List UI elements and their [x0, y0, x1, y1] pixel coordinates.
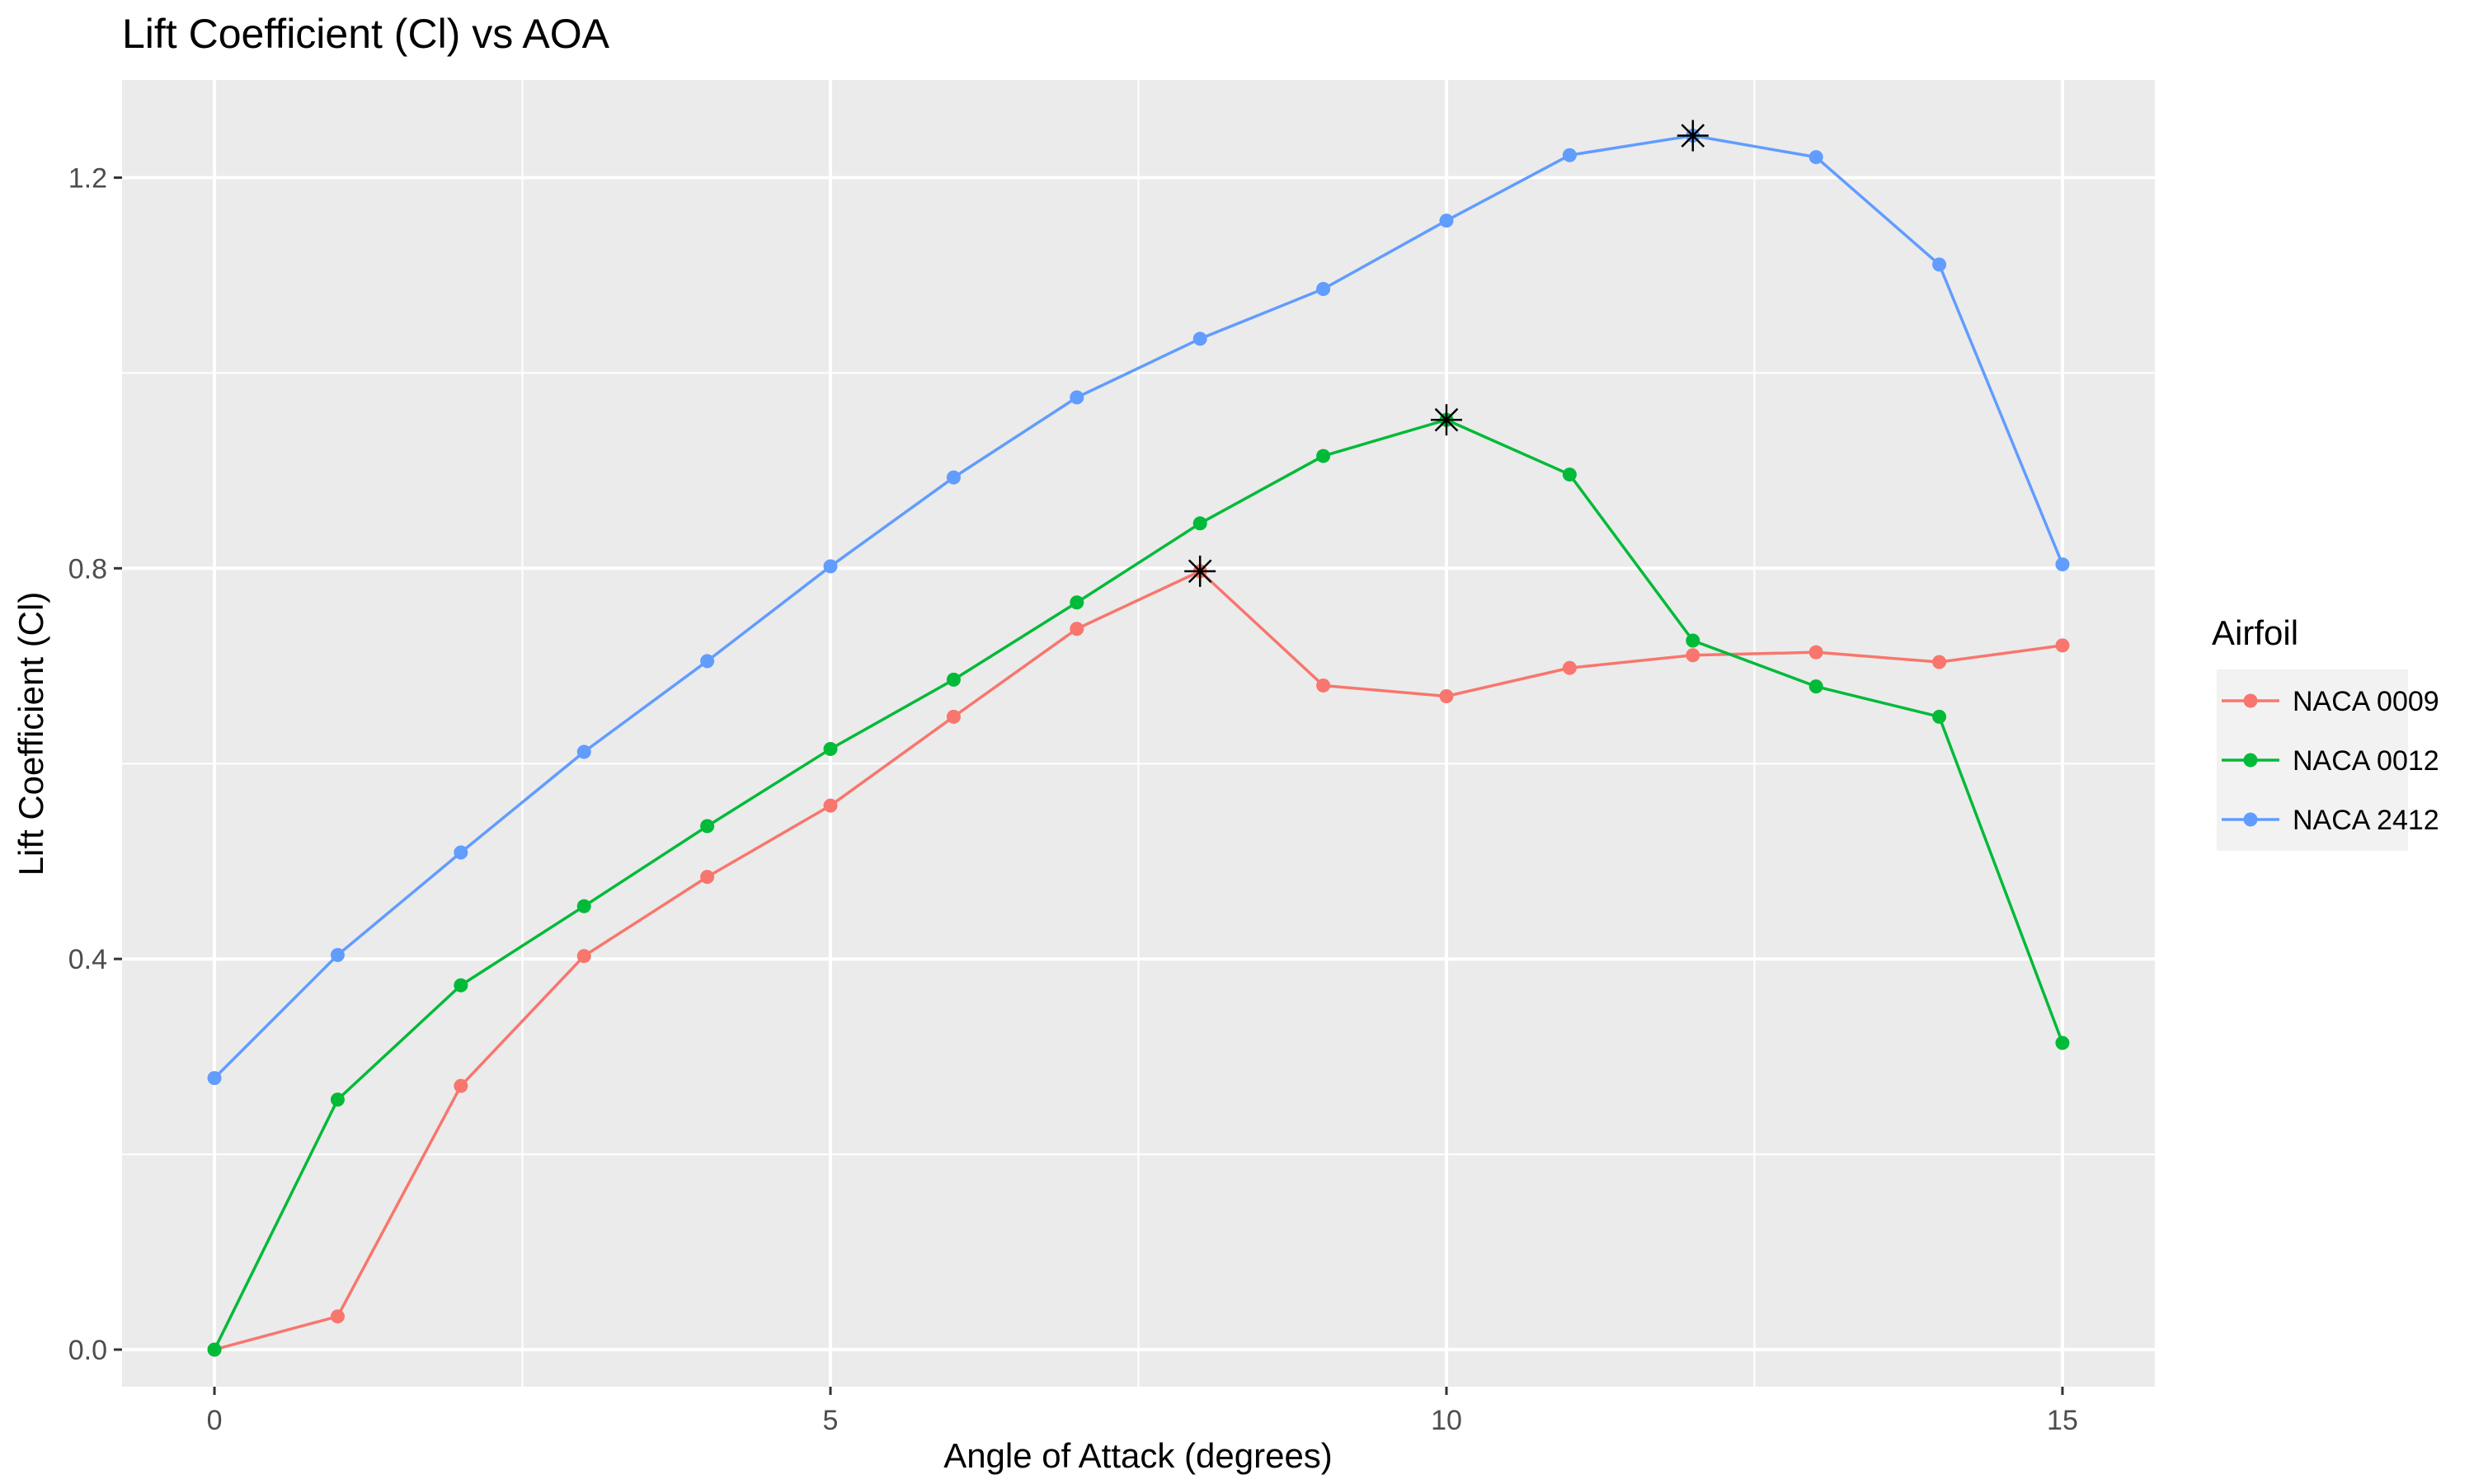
data-point — [576, 949, 591, 964]
series-line — [213, 418, 2064, 1350]
major-gridlines — [122, 80, 2155, 1387]
data-point — [576, 899, 591, 913]
data-point — [946, 470, 961, 485]
y-tick-label: 0.8 — [68, 553, 107, 585]
legend-label: NACA 0009 — [2293, 686, 2439, 717]
data-point — [1808, 679, 1823, 694]
asterisk-stroke — [1188, 559, 1212, 584]
data-point — [454, 1078, 468, 1093]
series-line — [213, 134, 2064, 1079]
x-tick-label: 5 — [823, 1405, 839, 1436]
max-marker-naca-2412 — [1677, 120, 1709, 152]
asterisk-stroke — [1681, 124, 1705, 148]
series-line — [214, 570, 2063, 1351]
x-tick-label: 10 — [1431, 1405, 1462, 1436]
data-point — [1932, 655, 1947, 669]
data-point — [700, 654, 715, 669]
data-point — [823, 798, 838, 813]
max-marker-naca-0012 — [1430, 404, 1462, 436]
data-point — [1686, 633, 1700, 648]
data-point — [700, 819, 715, 834]
data-point — [2055, 638, 2070, 653]
data-point — [1808, 645, 1823, 660]
data-point — [1562, 467, 1577, 482]
legend-title: Airfoil — [2212, 613, 2298, 652]
y-tick-label: 0.0 — [68, 1335, 107, 1366]
series-naca-0012 — [207, 412, 2070, 1357]
data-point — [1070, 622, 1084, 636]
data-point — [1070, 595, 1084, 610]
y-tick-label: 1.2 — [68, 162, 107, 194]
y-axis-label: Lift Coefficient (Cl) — [12, 592, 50, 876]
data-point — [2055, 1036, 2070, 1050]
legend-point-swatch — [2243, 812, 2258, 827]
data-point — [1316, 678, 1331, 693]
data-point — [1562, 148, 1577, 162]
data-point — [1070, 390, 1084, 405]
legend-item-naca-0012: NACA 0012 — [2222, 745, 2439, 777]
legend: Airfoil NACA 0009 NACA 0012 NACA 2412 — [2212, 613, 2439, 851]
data-point — [946, 709, 961, 724]
max-marker-naca-0009 — [1184, 555, 1216, 587]
legend-label: NACA 2412 — [2293, 805, 2439, 836]
data-point — [207, 1071, 222, 1086]
minor-gridlines — [122, 80, 2155, 1387]
data-point — [1439, 688, 1454, 703]
asterisk-stroke — [1434, 407, 1459, 432]
legend-item-naca-2412: NACA 2412 — [2222, 805, 2439, 836]
data-point — [2055, 557, 2070, 572]
data-point — [207, 1342, 222, 1357]
data-point — [823, 559, 838, 574]
data-point — [823, 741, 838, 756]
y-tick-label: 0.4 — [68, 944, 107, 975]
series-naca-2412 — [207, 129, 2070, 1086]
data-point — [1192, 516, 1207, 531]
data-point — [1686, 648, 1700, 663]
y-axis: 0.0 0.4 0.8 1.2 — [68, 162, 122, 1366]
data-point — [1316, 282, 1331, 297]
data-point — [1808, 150, 1823, 165]
legend-item-naca-0009: NACA 0009 — [2222, 686, 2439, 717]
data-point — [1316, 448, 1331, 463]
series-naca-0009 — [207, 564, 2070, 1357]
x-axis: 0 5 10 15 — [207, 1387, 2078, 1436]
legend-point-swatch — [2243, 693, 2258, 708]
data-point — [330, 1092, 345, 1107]
data-point — [1562, 660, 1577, 675]
data-point — [1932, 709, 1947, 724]
x-axis-label: Angle of Attack (degrees) — [943, 1436, 1333, 1475]
data-point — [576, 744, 591, 759]
data-point — [1439, 214, 1454, 228]
max-cl-markers — [1184, 120, 1709, 587]
legend-point-swatch — [2243, 753, 2258, 768]
data-point — [1192, 331, 1207, 346]
data-point — [946, 672, 961, 687]
data-point — [330, 1309, 345, 1324]
x-tick-label: 15 — [2047, 1405, 2078, 1436]
data-point — [454, 845, 468, 860]
x-tick-label: 0 — [207, 1405, 223, 1436]
legend-label: NACA 0012 — [2293, 745, 2439, 777]
data-point — [1932, 257, 1947, 272]
chart-title: Lift Coefficient (Cl) vs AOA — [122, 11, 610, 57]
data-point — [700, 870, 715, 885]
series-layer — [207, 129, 2070, 1357]
data-point — [330, 947, 345, 962]
data-point — [454, 978, 468, 993]
